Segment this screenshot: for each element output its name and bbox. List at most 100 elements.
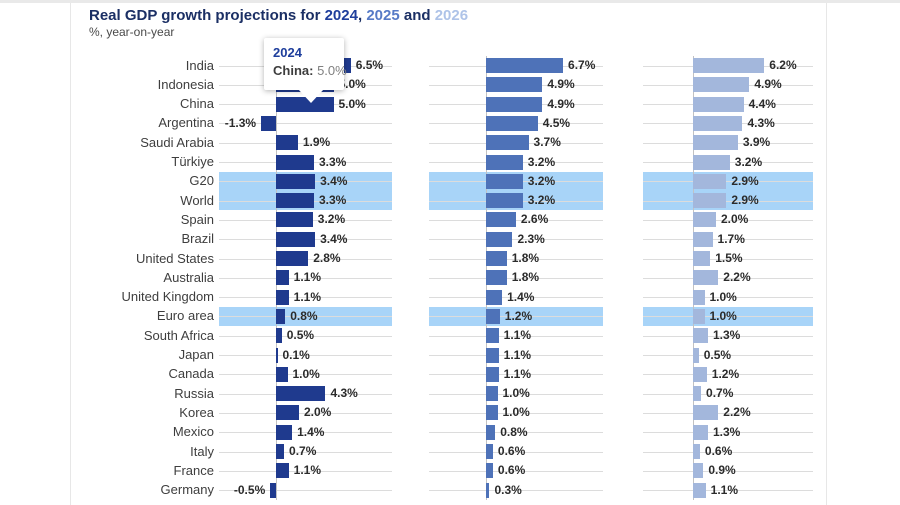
- bar-2024-united-states[interactable]: [276, 251, 309, 267]
- bar-2025-g20[interactable]: [486, 173, 523, 189]
- bar-2026-canada[interactable]: [693, 366, 707, 382]
- category-label-france: France: [173, 462, 214, 478]
- bar-2024-south-africa[interactable]: [276, 328, 282, 344]
- bar-2024-canada[interactable]: [276, 366, 288, 382]
- bar-2026-euro-area[interactable]: [693, 308, 705, 324]
- value-label-2024-italy: 0.7%: [289, 444, 317, 459]
- bar-2024-argentina[interactable]: [261, 115, 276, 131]
- bar-2026-t-rkiye[interactable]: [693, 154, 730, 170]
- bar-2026-france[interactable]: [693, 463, 704, 479]
- bar-2026-g20[interactable]: [693, 173, 727, 189]
- bar-2025-italy[interactable]: [486, 444, 493, 460]
- bar-2024-united-kingdom[interactable]: [276, 289, 289, 305]
- gridline: [219, 123, 392, 125]
- gridline: [643, 239, 813, 241]
- bar-2026-korea[interactable]: [693, 405, 719, 421]
- bar-2025-brazil[interactable]: [486, 231, 513, 247]
- bar-2025-australia[interactable]: [486, 270, 507, 286]
- bar-2025-mexico[interactable]: [486, 424, 496, 440]
- bar-2024-australia[interactable]: [276, 270, 289, 286]
- bar-2026-germany[interactable]: [693, 482, 706, 498]
- gridline: [643, 451, 813, 453]
- bar-2024-japan[interactable]: [276, 347, 278, 363]
- bar-2024-russia[interactable]: [276, 386, 326, 402]
- tooltip-value-line: China: 5.0%: [273, 63, 347, 78]
- value-label-2025-italy: 0.6%: [497, 444, 526, 459]
- gridline: [219, 142, 392, 144]
- bar-2024-brazil[interactable]: [276, 231, 316, 247]
- bar-2024-saudi-arabia[interactable]: [276, 135, 298, 151]
- bar-2026-saudi-arabia[interactable]: [693, 135, 738, 151]
- bar-2025-spain[interactable]: [486, 212, 516, 228]
- value-label-2026-japan: 0.5%: [703, 347, 732, 362]
- bar-2025-argentina[interactable]: [486, 115, 538, 131]
- bar-2025-china[interactable]: [486, 96, 543, 112]
- bar-2026-italy[interactable]: [693, 444, 700, 460]
- bar-2026-mexico[interactable]: [693, 424, 708, 440]
- bar-2024-spain[interactable]: [276, 212, 313, 228]
- bar-2026-south-africa[interactable]: [693, 328, 708, 344]
- bar-2025-united-states[interactable]: [486, 251, 507, 267]
- gridline: [219, 316, 392, 318]
- value-label-2024-china: 5.0%: [338, 96, 366, 111]
- value-label-2026-korea: 2.2%: [723, 405, 751, 420]
- bar-2025-euro-area[interactable]: [486, 308, 500, 324]
- bar-2024-euro-area[interactable]: [276, 308, 286, 324]
- bar-2024-mexico[interactable]: [276, 424, 293, 440]
- bar-2024-italy[interactable]: [276, 444, 285, 460]
- bar-2024-world[interactable]: [276, 193, 314, 209]
- bar-2026-argentina[interactable]: [693, 115, 743, 131]
- gridline: [643, 355, 813, 357]
- value-label-2026-italy: 0.6%: [704, 444, 733, 459]
- value-label-2026-russia: 0.7%: [706, 386, 734, 401]
- category-label-brazil: Brazil: [181, 231, 214, 247]
- bar-2025-indonesia[interactable]: [486, 77, 543, 93]
- category-label-united-kingdom: United Kingdom: [121, 289, 215, 305]
- bar-2024-korea[interactable]: [276, 405, 299, 421]
- value-label-2024-united-kingdom: 1.1%: [293, 289, 321, 304]
- gridline: [643, 316, 813, 318]
- value-label-2024-mexico: 1.4%: [297, 424, 325, 439]
- bar-2025-russia[interactable]: [486, 386, 498, 402]
- bar-2026-united-kingdom[interactable]: [693, 289, 705, 305]
- bar-2026-china[interactable]: [693, 96, 744, 112]
- bar-2026-russia[interactable]: [693, 386, 702, 402]
- value-label-2026-world: 2.9%: [731, 193, 759, 208]
- bar-2025-france[interactable]: [486, 463, 493, 479]
- value-label-2025-t-rkiye: 3.2%: [527, 154, 556, 169]
- bar-2025-japan[interactable]: [486, 347, 499, 363]
- title-separator: and: [399, 7, 435, 24]
- bar-2025-korea[interactable]: [486, 405, 498, 421]
- bar-2026-indonesia[interactable]: [693, 77, 750, 93]
- gridline: [219, 451, 392, 453]
- bar-2026-world[interactable]: [693, 193, 727, 209]
- value-label-2025-world: 3.2%: [527, 193, 556, 208]
- bar-2025-germany[interactable]: [486, 482, 490, 498]
- bar-2026-brazil[interactable]: [693, 231, 713, 247]
- bar-2025-united-kingdom[interactable]: [486, 289, 503, 305]
- bar-2024-france[interactable]: [276, 463, 289, 479]
- bar-2024-germany[interactable]: [270, 482, 276, 498]
- bar-2025-india[interactable]: [486, 58, 564, 74]
- bar-2026-india[interactable]: [693, 58, 765, 74]
- bar-2024-t-rkiye[interactable]: [276, 154, 314, 170]
- value-label-2024-brazil: 3.4%: [320, 231, 348, 246]
- value-label-2026-t-rkiye: 3.2%: [734, 154, 763, 169]
- bar-2024-g20[interactable]: [276, 173, 316, 189]
- bar-2025-saudi-arabia[interactable]: [486, 135, 529, 151]
- bar-2026-united-states[interactable]: [693, 251, 711, 267]
- bar-2025-south-africa[interactable]: [486, 328, 499, 344]
- value-label-2026-germany: 1.1%: [710, 482, 738, 497]
- bar-2025-t-rkiye[interactable]: [486, 154, 523, 170]
- gridline: [429, 412, 603, 414]
- bar-2026-australia[interactable]: [693, 270, 719, 286]
- bar-2025-canada[interactable]: [486, 366, 499, 382]
- bar-2026-japan[interactable]: [693, 347, 699, 363]
- value-label-2026-south-africa: 1.3%: [712, 328, 741, 343]
- chart-title-year-2026: 2026: [434, 7, 469, 24]
- value-label-2024-india: 6.5%: [355, 58, 384, 73]
- row-highlight: [643, 171, 813, 211]
- bar-2025-world[interactable]: [486, 193, 523, 209]
- category-label-china: China: [180, 96, 214, 112]
- bar-2026-spain[interactable]: [693, 212, 716, 228]
